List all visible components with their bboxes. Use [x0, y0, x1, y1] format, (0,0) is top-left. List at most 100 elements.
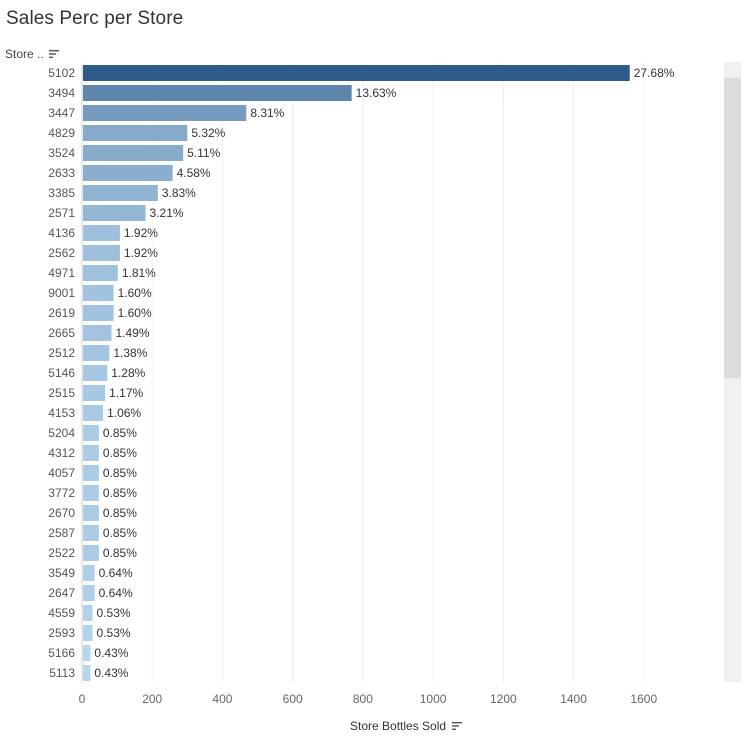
bar[interactable]	[83, 645, 91, 661]
category-label[interactable]: 2587	[48, 526, 75, 540]
x-tick-label: 400	[212, 692, 232, 706]
vertical-scrollbar[interactable]	[724, 62, 741, 682]
category-label[interactable]: 4971	[48, 266, 75, 280]
data-label: 0.85%	[103, 486, 137, 500]
bar[interactable]	[83, 385, 106, 401]
bar[interactable]	[83, 585, 95, 601]
category-label[interactable]: 3772	[48, 486, 75, 500]
x-tick-label: 1200	[490, 692, 517, 706]
bar[interactable]	[83, 145, 184, 161]
category-label[interactable]: 4559	[48, 606, 75, 620]
bar[interactable]	[83, 425, 99, 441]
category-label[interactable]: 3524	[48, 146, 75, 160]
bar[interactable]	[83, 165, 173, 181]
bar[interactable]	[83, 605, 93, 621]
data-label: 0.85%	[103, 526, 137, 540]
data-label: 0.53%	[97, 626, 131, 640]
x-axis-title[interactable]: Store Bottles Sold	[350, 719, 463, 733]
data-label: 8.31%	[250, 106, 284, 120]
category-label[interactable]: 2562	[48, 246, 75, 260]
category-label[interactable]: 2665	[48, 326, 75, 340]
category-label[interactable]: 4153	[48, 406, 75, 420]
bar[interactable]	[83, 365, 108, 381]
category-label[interactable]: 3549	[48, 566, 75, 580]
x-tick-label: 1600	[630, 692, 657, 706]
x-tick-label: 600	[283, 692, 303, 706]
data-label: 0.85%	[103, 446, 137, 460]
category-label[interactable]: 2593	[48, 626, 75, 640]
data-label: 1.60%	[118, 286, 152, 300]
data-label: 1.81%	[122, 266, 156, 280]
category-label[interactable]: 9001	[48, 286, 75, 300]
bar[interactable]	[83, 305, 114, 321]
category-label[interactable]: 3385	[48, 186, 75, 200]
bar[interactable]	[83, 485, 99, 501]
category-label[interactable]: 5204	[48, 426, 75, 440]
category-label[interactable]: 2647	[48, 586, 75, 600]
category-label[interactable]: 5166	[48, 646, 75, 660]
category-label[interactable]: 2619	[48, 306, 75, 320]
sort-icon[interactable]	[48, 49, 60, 59]
category-label[interactable]: 2515	[48, 386, 75, 400]
bar[interactable]	[83, 345, 110, 361]
category-label[interactable]: 3447	[48, 106, 75, 120]
x-tick-label: 1400	[560, 692, 587, 706]
bar[interactable]	[83, 245, 120, 261]
bar[interactable]	[83, 545, 99, 561]
data-label: 1.38%	[113, 346, 147, 360]
row-header[interactable]: Store ..	[5, 47, 60, 61]
data-label: 0.85%	[103, 466, 137, 480]
data-label: 4.58%	[177, 166, 211, 180]
data-label: 1.28%	[111, 366, 145, 380]
x-tick-label: 1000	[420, 692, 447, 706]
x-tick-label: 800	[353, 692, 373, 706]
x-axis-title-label: Store Bottles Sold	[350, 719, 447, 733]
data-label: 13.63%	[356, 86, 397, 100]
category-label[interactable]: 3494	[48, 86, 75, 100]
bar[interactable]	[83, 445, 99, 461]
sort-icon[interactable]	[451, 721, 463, 731]
bar[interactable]	[83, 125, 188, 141]
bar[interactable]	[83, 105, 247, 121]
category-label[interactable]: 5113	[49, 666, 75, 680]
bar[interactable]	[83, 405, 104, 421]
bar[interactable]	[83, 505, 99, 521]
data-label: 0.64%	[99, 566, 133, 580]
bar[interactable]	[83, 65, 630, 81]
bar[interactable]	[83, 525, 99, 541]
category-label[interactable]: 5146	[48, 366, 75, 380]
bar[interactable]	[83, 665, 91, 681]
bars: 27.68% 13.63% 8.31% 5.32% 5.11% 4.58% 3.83% 3.2…	[83, 65, 675, 681]
bar[interactable]	[83, 325, 112, 341]
category-label[interactable]: 2633	[48, 166, 75, 180]
data-label: 5.11%	[187, 146, 220, 160]
category-label[interactable]: 4312	[48, 446, 75, 460]
bar[interactable]	[83, 625, 93, 641]
data-label: 0.85%	[103, 426, 137, 440]
bar[interactable]	[83, 465, 99, 481]
bar[interactable]	[83, 225, 120, 241]
category-label[interactable]: 2512	[48, 346, 75, 360]
bar[interactable]	[83, 285, 114, 301]
category-label[interactable]: 4057	[48, 466, 75, 480]
bar[interactable]	[83, 205, 146, 221]
data-label: 1.06%	[107, 406, 141, 420]
bar[interactable]	[83, 265, 118, 281]
category-label[interactable]: 4829	[48, 126, 75, 140]
y-axis-labels: 5102 3494 3447 4829 3524 2633 3385 2571 4136 2562…	[48, 66, 75, 680]
data-label: 0.64%	[99, 586, 133, 600]
bar[interactable]	[83, 85, 352, 101]
data-label: 1.92%	[124, 246, 158, 260]
category-label[interactable]: 4136	[48, 226, 75, 240]
data-label: 1.49%	[115, 326, 149, 340]
bar[interactable]	[83, 565, 95, 581]
category-label[interactable]: 5102	[48, 66, 75, 80]
category-label[interactable]: 2670	[48, 506, 75, 520]
category-label[interactable]: 2571	[48, 206, 75, 220]
x-axis-labels: 0 200 400 600 800 1000 1200 1400 1600	[79, 692, 658, 706]
scrollbar-thumb[interactable]	[724, 78, 741, 378]
data-label: 1.92%	[124, 226, 158, 240]
bar[interactable]	[83, 185, 158, 201]
category-label[interactable]: 2522	[48, 546, 75, 560]
